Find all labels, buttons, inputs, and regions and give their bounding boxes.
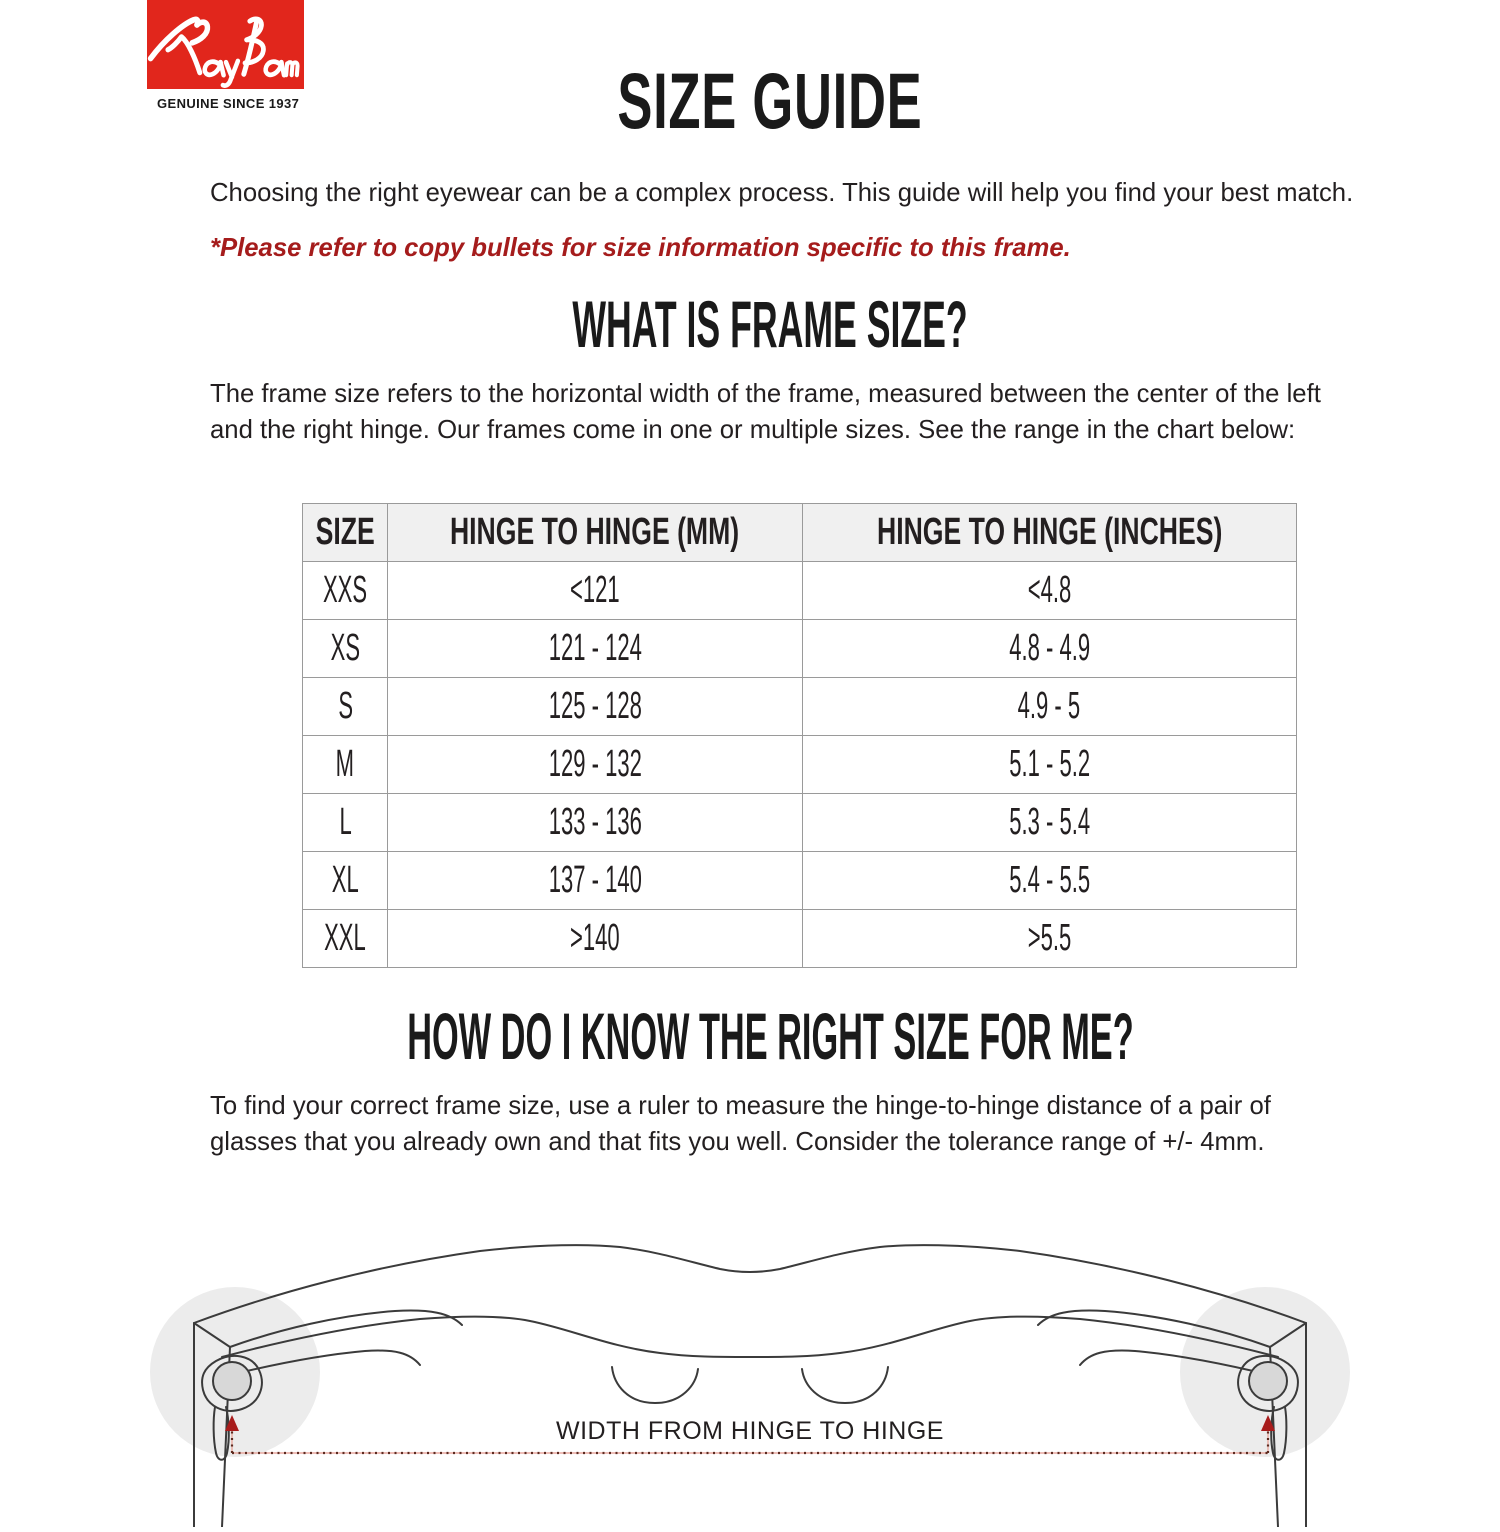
svg-text:WIDTH FROM HINGE TO HINGE: WIDTH FROM HINGE TO HINGE bbox=[556, 1417, 944, 1445]
